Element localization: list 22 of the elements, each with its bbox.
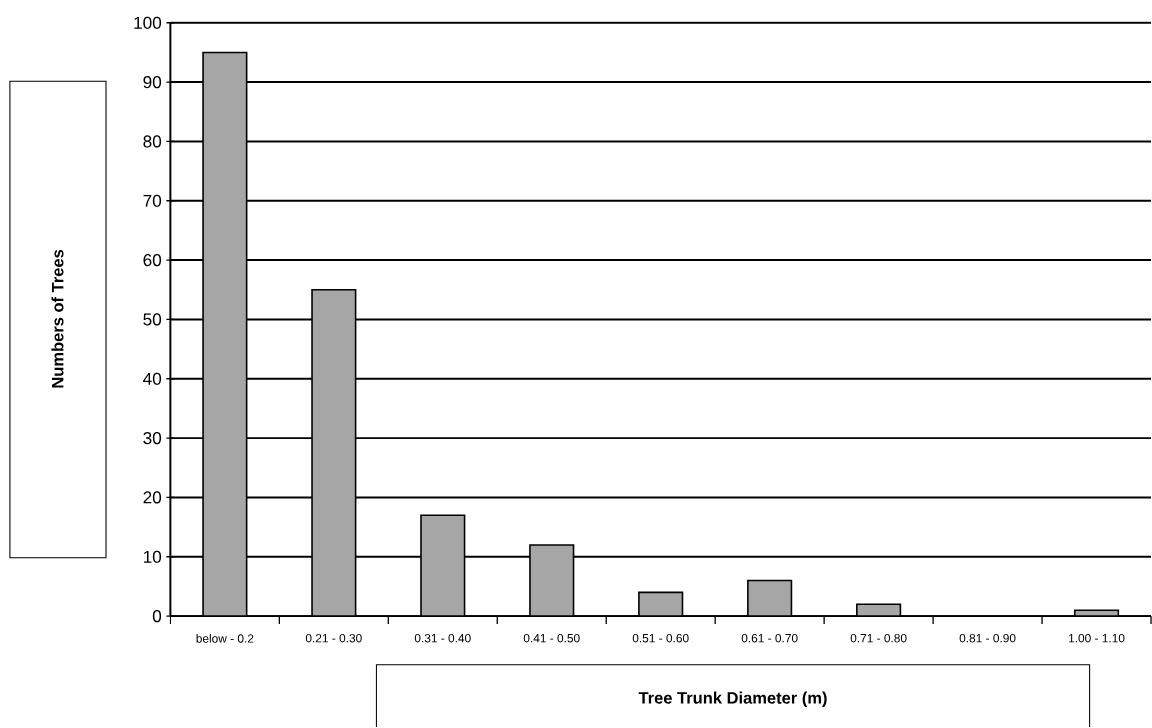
x-tick-label: 0.21 - 0.30	[305, 634, 362, 643]
y-tick-label: 90	[143, 76, 162, 89]
y-tick-label: 40	[143, 372, 162, 386]
y-tick-label: 60	[143, 254, 162, 267]
y-tick-label: 80	[143, 135, 162, 148]
x-tick-label: 0.61 - 0.70	[741, 634, 798, 643]
y-tick-label: 0	[152, 610, 162, 623]
x-tick-label: 0.51 - 0.60	[632, 634, 689, 643]
y-tick-label: 70	[143, 194, 162, 208]
x-tick-label: 0.41 - 0.50	[523, 634, 580, 643]
y-tick-label: 100	[134, 16, 162, 30]
x-axis-title: Tree Trunk Diameter (m)	[638, 691, 827, 708]
y-tick-label: 50	[143, 313, 162, 326]
x-tick-label: 0.71 - 0.80	[850, 634, 907, 643]
y-tick-label: 20	[143, 491, 162, 504]
x-tick-label: 0.81 - 0.90	[959, 634, 1016, 643]
x-tick-label: 0.31 - 0.40	[414, 634, 471, 643]
y-axis-title: Numbers of Trees	[51, 250, 64, 388]
y-tick-label: 30	[143, 432, 162, 445]
x-tick-label: 1.00 - 1.10	[1069, 634, 1125, 643]
y-tick-label: 10	[143, 550, 162, 564]
x-tick-label: below - 0.2	[196, 634, 254, 643]
